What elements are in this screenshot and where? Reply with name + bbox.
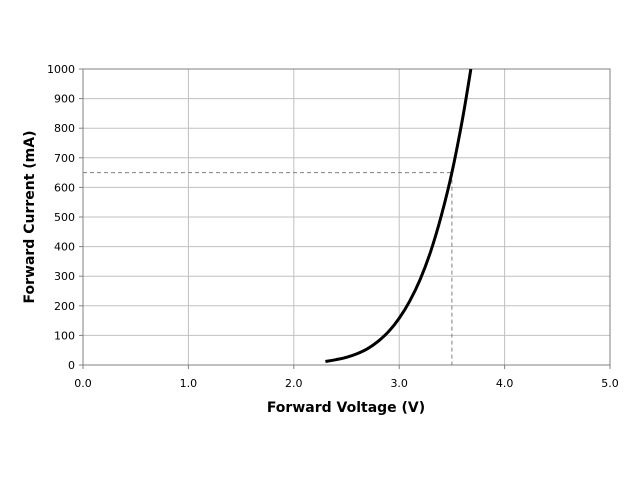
y-tick-label: 500: [54, 211, 75, 224]
y-tick-label: 0: [68, 359, 75, 372]
reference-lines: [83, 172, 453, 365]
y-tick-label: 600: [54, 181, 75, 194]
x-tick-label: 2.0: [285, 377, 303, 390]
x-tick-label: 1.0: [180, 377, 198, 390]
y-axis-title: Forward Current (mA): [22, 131, 38, 304]
series-line: [325, 68, 473, 363]
y-tick-label: 1000: [47, 63, 75, 76]
series: [325, 68, 473, 363]
y-tick-label: 900: [54, 93, 75, 106]
y-tick-label: 100: [54, 329, 75, 342]
y-tick-label: 200: [54, 300, 75, 313]
y-tick-label: 800: [54, 122, 75, 135]
x-tick-label: 3.0: [390, 377, 408, 390]
axis-ticks: 0 100 200 300 400 500 600 700 800 900 1000 0.0 1.0 2.…: [47, 63, 619, 390]
x-tick-label: 0.0: [74, 377, 92, 390]
x-tick-label: 4.0: [496, 377, 514, 390]
y-tick-label: 400: [54, 241, 75, 254]
grid: [83, 69, 610, 365]
x-axis-title: Forward Voltage (V): [267, 400, 425, 416]
y-tick-label: 300: [54, 270, 75, 283]
y-tick-label: 700: [54, 152, 75, 165]
x-tick-label: 5.0: [601, 377, 619, 390]
